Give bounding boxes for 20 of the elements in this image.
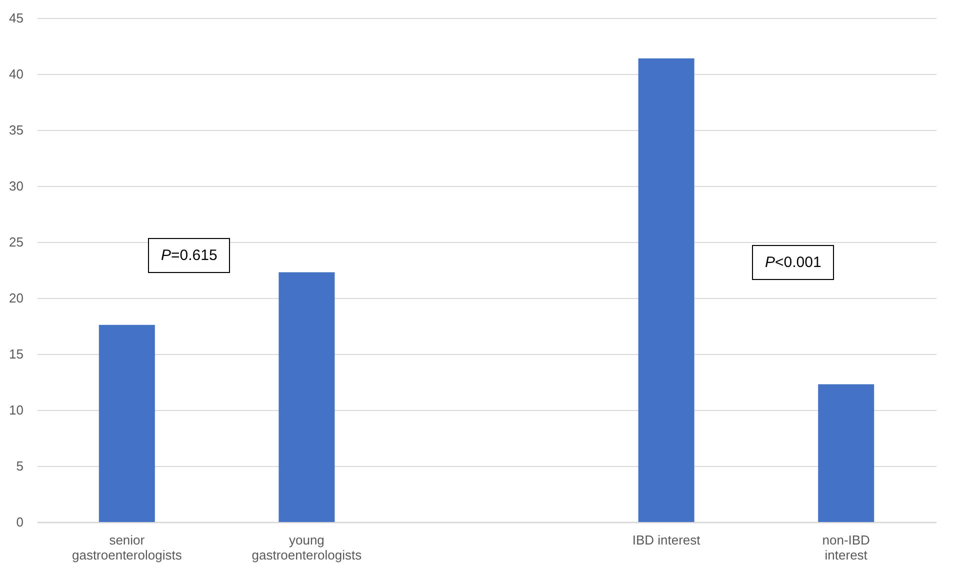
y-tick-label: 5 <box>16 458 24 474</box>
y-tick-label: 25 <box>9 234 24 250</box>
y-tick-label: 40 <box>9 66 24 82</box>
y-tick-label: 45 <box>9 10 24 26</box>
y-tick-label: 20 <box>9 290 24 306</box>
bar <box>638 58 694 522</box>
y-tick-label: 0 <box>16 514 24 530</box>
y-tick-label: 10 <box>9 402 24 418</box>
bar <box>278 272 335 522</box>
bar <box>98 324 155 522</box>
bar <box>818 384 874 522</box>
x-tick-label: IBD interest <box>632 532 701 548</box>
label-box: P=0.615 <box>148 238 230 273</box>
y-tick-label: 30 <box>9 178 24 194</box>
x-tick-label: senior gastroenterologists <box>72 532 182 562</box>
x-tick-label: non-IBD interest <box>822 532 870 562</box>
x-tick-label: young gastroenterologists <box>252 532 362 562</box>
label-box: P<0.001 <box>752 245 834 280</box>
y-tick-label: 15 <box>9 346 24 362</box>
y-tick-label: 35 <box>9 122 24 138</box>
